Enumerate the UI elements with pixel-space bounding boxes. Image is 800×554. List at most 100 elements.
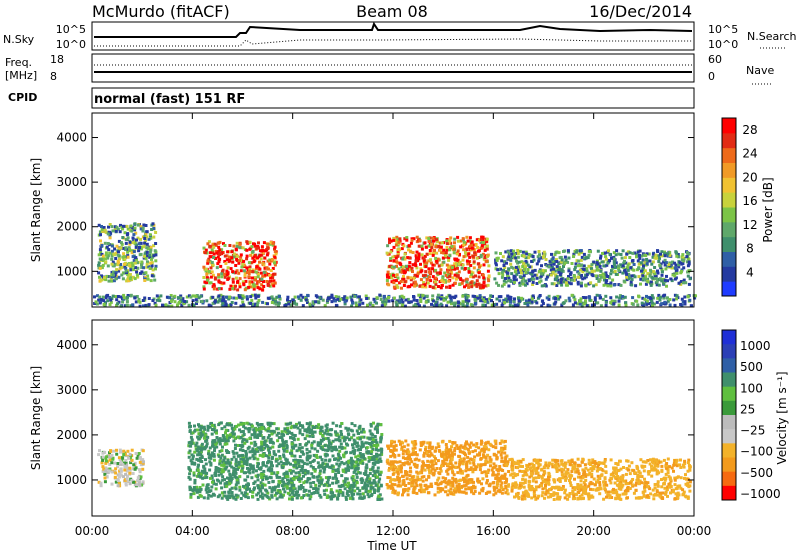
echo-cell (426, 464, 430, 468)
echo-cell (290, 497, 294, 501)
echo-cell (275, 475, 279, 479)
echo-cell (522, 274, 526, 278)
echo-cell (196, 469, 200, 472)
echo-cell (110, 225, 114, 229)
echo-cell (350, 463, 354, 467)
echo-cell (420, 471, 424, 475)
echo-cell (541, 302, 545, 305)
echo-cell (341, 493, 345, 497)
echo-cell (680, 258, 684, 262)
echo-cell (108, 236, 112, 240)
echo-cell (537, 259, 541, 263)
echo-cell (189, 440, 192, 444)
echo-cell (290, 425, 294, 428)
echo-cell (612, 260, 616, 264)
echo-cell (481, 241, 485, 244)
echo-cell (369, 487, 373, 491)
echo-cell (136, 266, 140, 270)
echo-cell (262, 280, 265, 283)
echo-cell (650, 262, 654, 266)
echo-cell (227, 494, 231, 498)
echo-cell (206, 259, 210, 263)
echo-cell (108, 303, 112, 307)
echo-cell (225, 437, 229, 441)
echo-cell (410, 238, 414, 242)
echo-cell (192, 473, 196, 477)
echo-cell (154, 259, 158, 263)
echo-cell (414, 254, 418, 258)
echo-cell (352, 482, 356, 486)
echo-cell (343, 487, 347, 491)
echo-cell (528, 265, 532, 269)
echo-cell (241, 246, 245, 250)
echo-cell (243, 478, 247, 482)
echo-cell (144, 233, 148, 237)
echo-cell (352, 492, 356, 496)
echo-cell (402, 463, 406, 467)
echo-cell (484, 460, 488, 464)
echo-cell (353, 448, 357, 452)
echo-cell (617, 264, 620, 268)
echo-cell (361, 478, 365, 482)
echo-cell (451, 295, 455, 299)
echo-cell (445, 246, 449, 249)
echo-cell (548, 259, 552, 263)
echo-cell (135, 273, 139, 277)
echo-cell (663, 293, 667, 297)
echo-cell (585, 304, 589, 308)
echo-cell (411, 270, 414, 273)
echo-cell (510, 272, 514, 276)
echo-cell (423, 273, 427, 277)
echo-cell (152, 235, 156, 239)
echo-cell (133, 226, 137, 230)
echo-cell (481, 235, 485, 239)
echo-cell (249, 489, 252, 493)
echo-cell (406, 489, 410, 493)
echo-cell (329, 295, 333, 299)
echo-cell (280, 432, 284, 436)
echo-cell (234, 276, 238, 280)
echo-cell (323, 431, 327, 435)
echo-cell (593, 296, 597, 300)
echo-cell (297, 478, 301, 481)
echo-cell (473, 298, 477, 302)
echo-cell (280, 484, 284, 488)
echo-cell (189, 495, 193, 499)
echo-cell (207, 449, 211, 453)
echo-cell (118, 257, 121, 261)
echo-cell (485, 244, 489, 248)
echo-cell (200, 456, 204, 459)
echo-cell (121, 300, 125, 304)
echo-cell (414, 256, 418, 260)
echo-cell (119, 263, 123, 266)
echo-cell (132, 233, 136, 237)
echo-cell (236, 444, 240, 447)
echo-cell (115, 244, 119, 248)
echo-cell (602, 278, 606, 282)
echo-cell (277, 483, 281, 487)
echo-cell (271, 445, 275, 449)
echo-cell (306, 477, 310, 480)
echo-cell (256, 446, 260, 450)
echo-cell (267, 433, 271, 437)
echo-cell (113, 275, 117, 279)
echo-cell (256, 294, 260, 298)
echo-cell (299, 298, 303, 302)
echo-cell (621, 271, 625, 275)
echo-cell (214, 257, 217, 260)
echo-cell (347, 461, 351, 465)
echo-cell (608, 259, 612, 262)
echo-cell (652, 302, 656, 306)
echo-cell (421, 466, 425, 470)
echo-cell (126, 272, 129, 276)
echo-cell (391, 255, 395, 259)
echo-cell (298, 424, 302, 427)
y-tick-label: 1000 (56, 264, 87, 278)
echo-cell (325, 488, 328, 492)
echo-cell (224, 440, 228, 443)
echo-cell (135, 238, 138, 242)
echo-cell (117, 247, 121, 251)
echo-cell (402, 449, 405, 453)
echo-cell (253, 276, 257, 280)
